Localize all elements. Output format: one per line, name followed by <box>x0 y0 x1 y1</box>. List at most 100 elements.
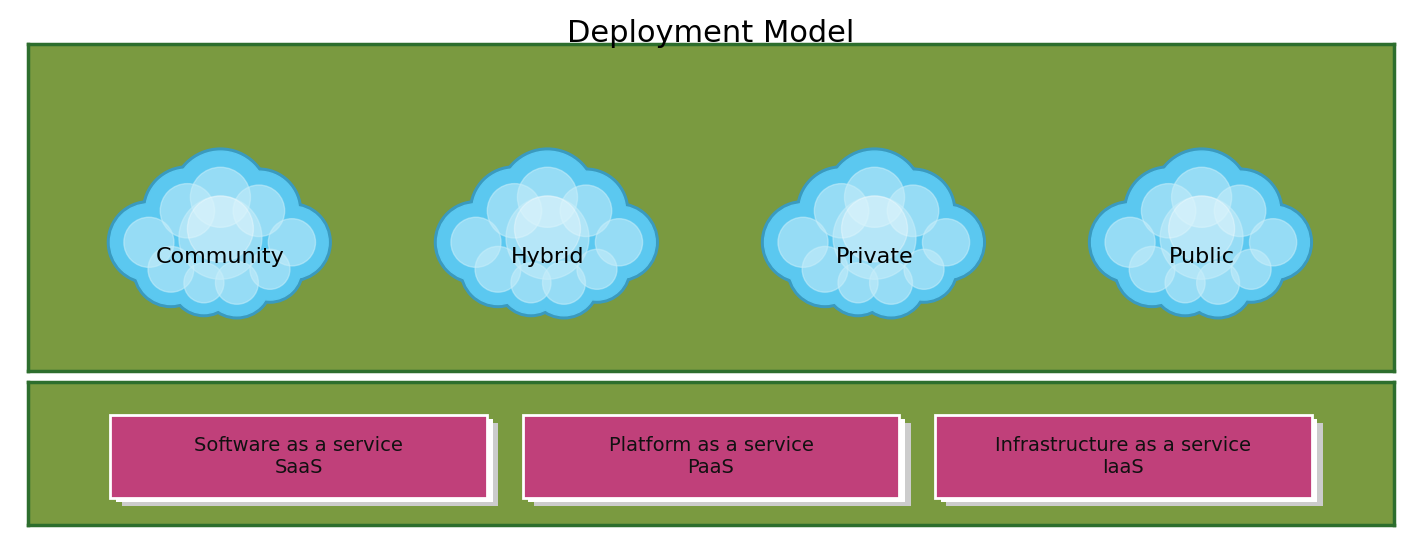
Circle shape <box>1135 171 1268 305</box>
Circle shape <box>483 174 611 301</box>
Circle shape <box>543 262 586 304</box>
Circle shape <box>842 196 907 262</box>
Circle shape <box>546 171 626 251</box>
Circle shape <box>1126 169 1210 253</box>
Text: Platform as a service
PaaS: Platform as a service PaaS <box>609 436 813 477</box>
Circle shape <box>910 206 983 279</box>
Circle shape <box>1197 262 1240 304</box>
Circle shape <box>188 196 253 262</box>
Circle shape <box>799 169 883 253</box>
Circle shape <box>857 250 924 316</box>
Circle shape <box>156 174 284 301</box>
Circle shape <box>786 231 863 307</box>
Text: Hybrid: Hybrid <box>510 247 584 267</box>
Circle shape <box>1160 196 1243 279</box>
Circle shape <box>1214 185 1266 237</box>
FancyBboxPatch shape <box>947 423 1324 506</box>
Circle shape <box>873 171 953 251</box>
Circle shape <box>124 217 173 267</box>
Text: Deployment Model: Deployment Model <box>567 19 855 48</box>
Circle shape <box>829 151 920 243</box>
Circle shape <box>1138 174 1266 301</box>
Text: Public: Public <box>1169 247 1234 267</box>
Circle shape <box>815 184 869 238</box>
Circle shape <box>870 168 956 253</box>
Circle shape <box>1165 263 1204 303</box>
Circle shape <box>1182 247 1254 319</box>
Circle shape <box>580 203 658 281</box>
Circle shape <box>173 252 235 314</box>
Circle shape <box>808 171 941 305</box>
Circle shape <box>161 184 215 238</box>
Circle shape <box>530 250 597 316</box>
Circle shape <box>907 203 985 281</box>
Circle shape <box>1092 204 1169 281</box>
Circle shape <box>145 169 229 253</box>
Circle shape <box>481 171 614 305</box>
Circle shape <box>515 196 580 262</box>
Circle shape <box>923 218 970 266</box>
Circle shape <box>462 234 533 305</box>
FancyBboxPatch shape <box>535 423 912 506</box>
Circle shape <box>1152 148 1251 247</box>
Circle shape <box>1089 201 1172 284</box>
Circle shape <box>1231 249 1271 289</box>
Circle shape <box>778 217 828 267</box>
Circle shape <box>502 151 593 243</box>
Circle shape <box>563 236 631 303</box>
Circle shape <box>175 151 266 243</box>
Circle shape <box>802 247 848 292</box>
Circle shape <box>762 201 845 284</box>
Circle shape <box>472 169 556 253</box>
FancyBboxPatch shape <box>115 419 493 502</box>
Circle shape <box>838 263 877 303</box>
Circle shape <box>498 148 597 247</box>
Circle shape <box>543 168 629 253</box>
Circle shape <box>506 196 589 279</box>
Circle shape <box>528 247 600 319</box>
Circle shape <box>904 249 944 289</box>
Circle shape <box>811 174 939 301</box>
Circle shape <box>1116 234 1187 305</box>
Circle shape <box>1152 249 1219 316</box>
Circle shape <box>1172 167 1231 227</box>
Circle shape <box>498 249 565 316</box>
Circle shape <box>1155 252 1216 314</box>
Circle shape <box>111 204 188 281</box>
Circle shape <box>135 234 206 305</box>
Circle shape <box>1169 196 1234 262</box>
Circle shape <box>577 249 617 289</box>
Text: Private: Private <box>836 247 913 267</box>
Circle shape <box>1217 236 1285 303</box>
Circle shape <box>108 201 191 284</box>
Circle shape <box>893 238 954 300</box>
Circle shape <box>451 217 501 267</box>
Circle shape <box>236 236 304 303</box>
Circle shape <box>219 171 299 251</box>
Circle shape <box>1185 250 1251 316</box>
FancyBboxPatch shape <box>936 415 1313 498</box>
Circle shape <box>583 206 656 279</box>
Circle shape <box>233 185 284 237</box>
FancyBboxPatch shape <box>523 415 900 498</box>
Circle shape <box>1250 218 1297 266</box>
Circle shape <box>825 148 924 247</box>
Circle shape <box>1113 231 1190 307</box>
Circle shape <box>171 148 270 247</box>
Circle shape <box>1142 184 1196 238</box>
Circle shape <box>154 171 287 305</box>
Text: Community: Community <box>156 247 284 267</box>
Circle shape <box>845 167 904 227</box>
Circle shape <box>1123 166 1213 255</box>
Circle shape <box>171 249 237 316</box>
Circle shape <box>183 263 223 303</box>
Circle shape <box>438 204 515 281</box>
Circle shape <box>201 247 273 319</box>
Circle shape <box>488 184 542 238</box>
Circle shape <box>1105 217 1155 267</box>
Circle shape <box>833 196 916 279</box>
Circle shape <box>179 196 262 279</box>
Circle shape <box>253 203 331 281</box>
Circle shape <box>216 168 301 253</box>
Circle shape <box>132 231 209 307</box>
